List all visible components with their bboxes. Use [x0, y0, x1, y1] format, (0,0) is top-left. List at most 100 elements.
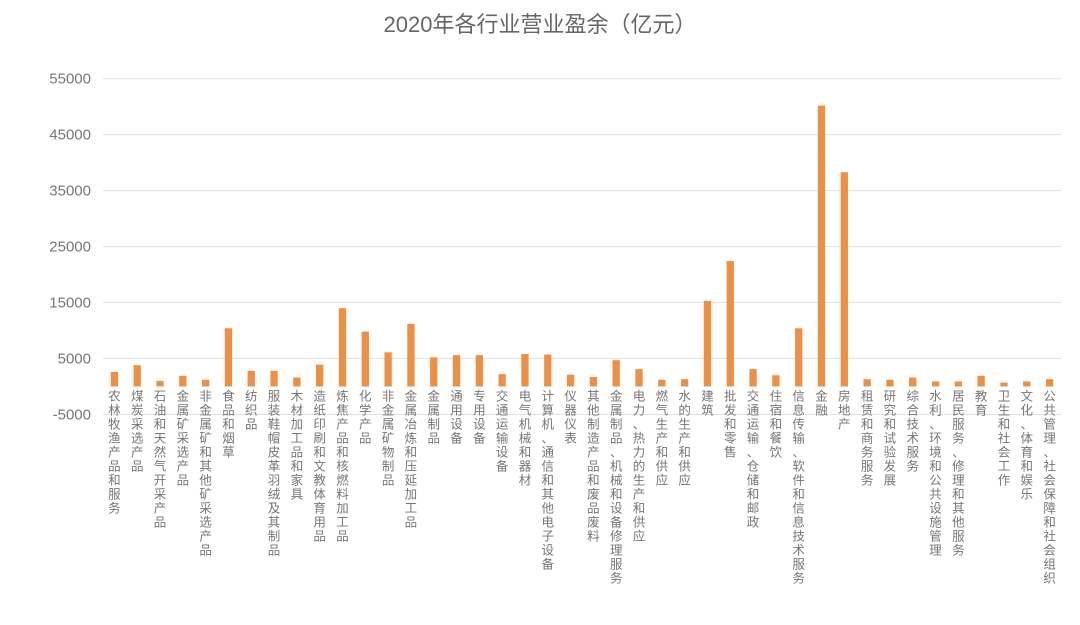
svg-text:开: 开	[154, 473, 167, 487]
svg-text:属: 属	[427, 403, 440, 417]
svg-text:技: 技	[792, 529, 805, 543]
svg-text:、: 、	[542, 431, 555, 445]
svg-text:金: 金	[610, 388, 623, 403]
svg-text:和: 和	[929, 459, 942, 473]
svg-text:服: 服	[610, 557, 623, 571]
svg-text:鞋: 鞋	[268, 416, 281, 431]
svg-text:冶: 冶	[405, 417, 418, 431]
svg-text:工: 工	[405, 501, 418, 515]
svg-text:属: 属	[382, 417, 395, 431]
svg-text:政: 政	[747, 515, 760, 529]
svg-text:管: 管	[1043, 416, 1056, 431]
svg-text:和: 和	[587, 473, 600, 487]
svg-text:环: 环	[929, 431, 942, 445]
svg-text:试: 试	[884, 430, 897, 445]
svg-text:和: 和	[770, 417, 783, 431]
svg-text:延: 延	[405, 473, 418, 487]
svg-text:加: 加	[405, 487, 418, 501]
svg-text:具: 具	[291, 487, 304, 501]
svg-text:料: 料	[336, 487, 349, 501]
svg-text:造: 造	[587, 431, 600, 445]
svg-text:息: 息	[792, 514, 805, 529]
svg-text:、: 、	[633, 417, 646, 431]
svg-text:饮: 饮	[770, 445, 783, 459]
svg-text:输: 输	[496, 430, 509, 445]
svg-text:草: 草	[222, 445, 235, 459]
svg-text:金: 金	[199, 402, 212, 417]
svg-text:仓: 仓	[747, 459, 760, 473]
svg-text:其: 其	[542, 487, 555, 501]
svg-text:产: 产	[199, 529, 212, 543]
svg-text:制: 制	[587, 417, 600, 431]
svg-text:品: 品	[222, 403, 235, 417]
svg-text:器: 器	[519, 459, 532, 473]
svg-text:材: 材	[291, 403, 304, 417]
svg-text:纸: 纸	[313, 403, 326, 417]
svg-text:应: 应	[656, 472, 669, 487]
svg-text:社: 社	[1043, 458, 1056, 473]
svg-text:利: 利	[929, 403, 942, 417]
svg-text:施: 施	[929, 515, 942, 529]
svg-text:和: 和	[952, 487, 965, 501]
svg-text:金: 金	[427, 388, 440, 403]
svg-text:件: 件	[792, 473, 805, 487]
svg-text:传: 传	[792, 416, 805, 431]
svg-text:通: 通	[747, 403, 760, 417]
svg-text:理: 理	[952, 473, 965, 487]
svg-text:气: 气	[656, 402, 669, 417]
svg-text:和: 和	[313, 445, 326, 459]
svg-text:售: 售	[724, 444, 737, 459]
svg-text:加: 加	[291, 417, 304, 431]
svg-text:热: 热	[633, 431, 646, 445]
svg-text:25000: 25000	[49, 239, 91, 256]
svg-text:烟: 烟	[222, 431, 235, 445]
svg-text:仪: 仪	[564, 389, 577, 403]
svg-text:和: 和	[747, 487, 760, 501]
svg-text:工: 工	[998, 459, 1011, 473]
svg-text:理: 理	[610, 543, 623, 557]
svg-text:选: 选	[177, 445, 190, 459]
svg-text:化: 化	[1021, 403, 1034, 417]
svg-text:燃: 燃	[336, 472, 349, 487]
svg-text:租: 租	[861, 389, 874, 403]
svg-text:产: 产	[177, 459, 190, 473]
svg-text:、: 、	[747, 445, 760, 459]
svg-text:45000: 45000	[49, 127, 91, 144]
svg-text:备: 备	[450, 431, 463, 445]
svg-text:品: 品	[291, 445, 304, 459]
svg-text:和: 和	[1043, 515, 1056, 529]
svg-text:和: 和	[633, 501, 646, 515]
svg-text:术: 术	[906, 431, 919, 445]
svg-text:展: 展	[884, 473, 897, 487]
svg-text:材: 材	[519, 473, 532, 487]
svg-text:织: 织	[1043, 571, 1056, 585]
svg-text:验: 验	[884, 444, 897, 459]
svg-text:他: 他	[587, 403, 600, 417]
svg-text:和: 和	[884, 417, 897, 431]
svg-text:其: 其	[199, 459, 212, 473]
svg-text:理: 理	[1043, 431, 1056, 445]
svg-text:房: 房	[838, 388, 851, 403]
svg-text:合: 合	[906, 402, 919, 417]
svg-text:食: 食	[222, 388, 235, 403]
svg-text:品: 品	[336, 431, 349, 445]
svg-text:水: 水	[678, 389, 691, 403]
svg-text:他: 他	[542, 501, 555, 515]
svg-text:备: 备	[473, 431, 486, 445]
svg-text:设: 设	[496, 444, 509, 459]
svg-text:品: 品	[313, 529, 326, 543]
svg-text:品: 品	[382, 473, 395, 487]
svg-text:印: 印	[313, 417, 326, 431]
svg-text:机: 机	[542, 417, 555, 431]
svg-text:装: 装	[268, 403, 281, 417]
svg-text:品: 品	[154, 515, 167, 529]
svg-text:矿: 矿	[177, 417, 190, 431]
svg-text:55000: 55000	[49, 71, 91, 88]
svg-text:制: 制	[382, 459, 395, 473]
svg-text:焦: 焦	[336, 403, 349, 417]
svg-text:-5000: -5000	[53, 406, 91, 423]
svg-text:管: 管	[929, 528, 942, 543]
svg-text:炭: 炭	[131, 403, 144, 417]
svg-text:产: 产	[131, 445, 144, 459]
svg-text:交: 交	[496, 388, 509, 403]
